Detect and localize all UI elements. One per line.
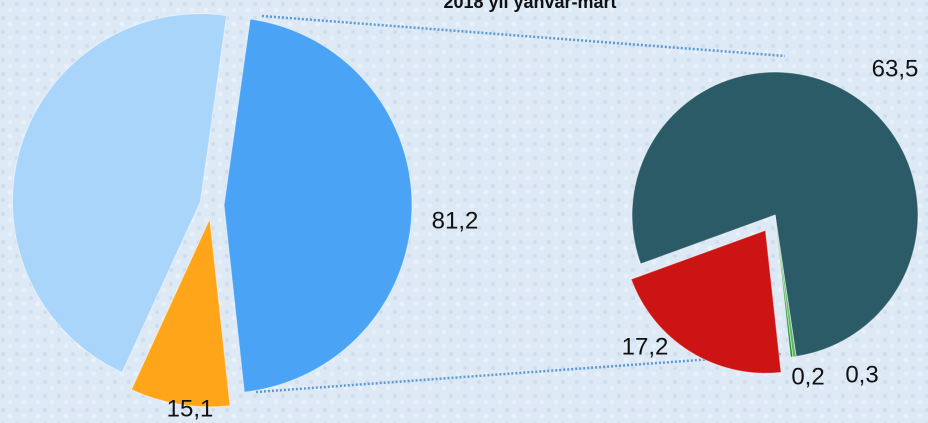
- pie-slice: [223, 18, 413, 393]
- data-label: 63,5: [872, 55, 919, 82]
- data-label: 17,2: [622, 333, 669, 360]
- pie-slice: [630, 229, 782, 374]
- pie-slice: [130, 216, 231, 408]
- data-label: 15,1: [167, 395, 214, 422]
- data-label: 81,2: [432, 207, 479, 234]
- connector: [261, 14, 786, 58]
- pie-slice: [631, 71, 919, 358]
- pie-slice: [11, 13, 228, 374]
- data-label: 0,2: [791, 363, 824, 390]
- chart-title: 2018 yıl yanvar-mart: [443, 0, 616, 12]
- data-label: 0,3: [845, 361, 878, 388]
- pie-slice: [774, 214, 794, 358]
